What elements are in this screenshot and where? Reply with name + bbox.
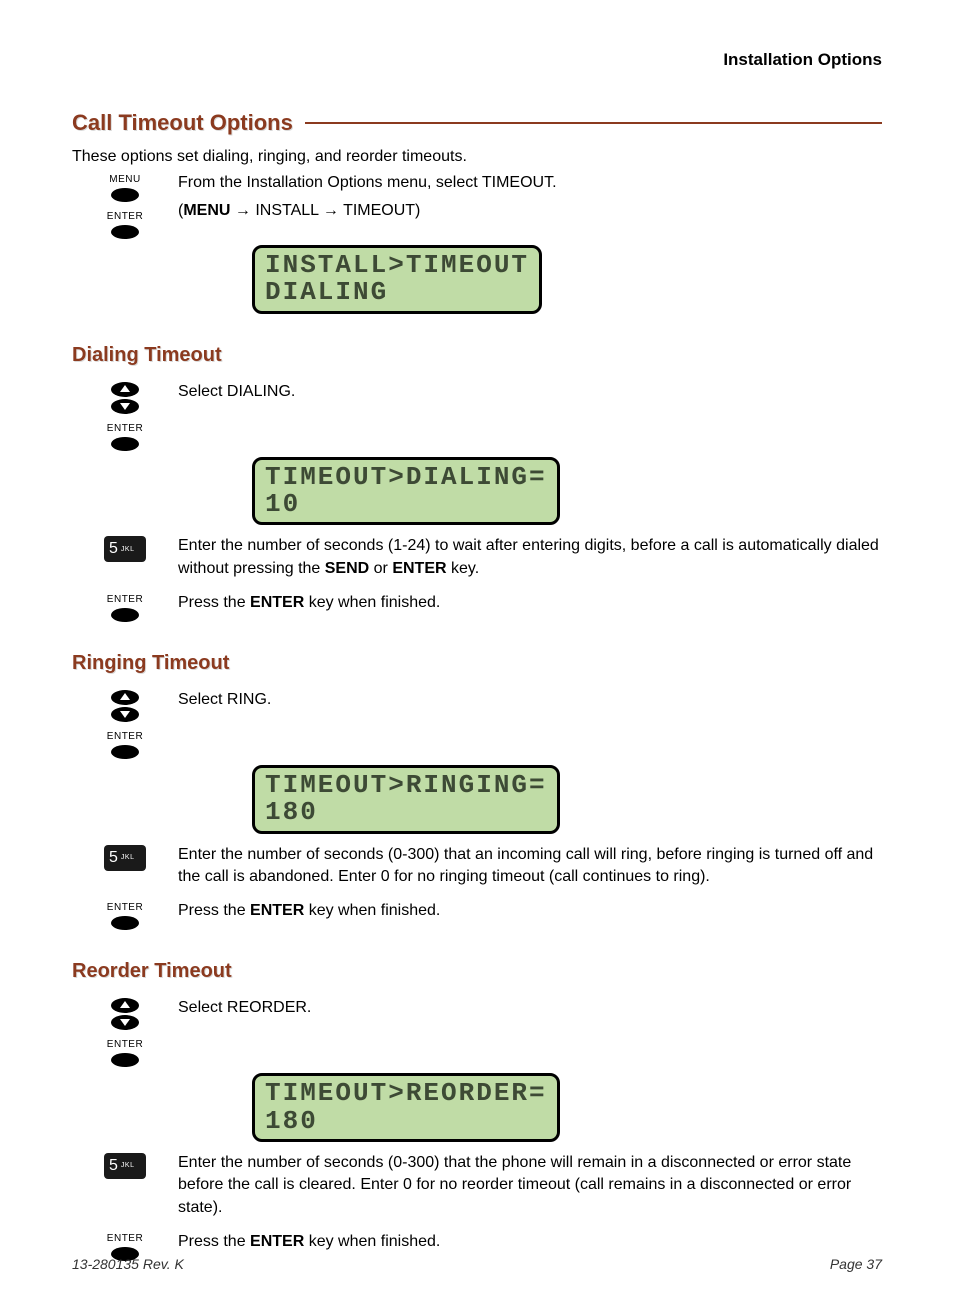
enter-button-icon	[111, 608, 139, 622]
enter-button-icon	[111, 225, 139, 239]
number-key-icon: 5JKL	[104, 845, 146, 871]
up-button-icon	[111, 690, 139, 705]
menu-button-icon	[111, 188, 139, 202]
step-text: Select RING.	[178, 689, 882, 711]
step-text: Enter the number of seconds (1-24) to wa…	[178, 535, 882, 580]
step-text: Press the ENTER key when finished.	[178, 900, 882, 922]
step-text: Select DIALING.	[178, 381, 882, 403]
section-heading-main: Call Timeout Options	[72, 110, 305, 136]
enter-button-icon	[111, 1053, 139, 1067]
footer-doc-rev: 13-280135 Rev. K	[72, 1256, 184, 1272]
lcd-display: INSTALL>TIMEOUT DIALING	[252, 245, 542, 314]
page-header: Installation Options	[72, 50, 882, 70]
enter-key-label: ENTER	[107, 1039, 143, 1050]
section-heading-ringing: Ringing Timeout	[72, 652, 882, 675]
enter-button-icon	[111, 437, 139, 451]
menu-key-label: MENU	[109, 174, 140, 185]
up-button-icon	[111, 382, 139, 397]
enter-key-label: ENTER	[107, 594, 143, 605]
number-key-icon: 5JKL	[104, 1153, 146, 1179]
lcd-display: TIMEOUT>DIALING= 10	[252, 457, 560, 526]
enter-button-icon	[111, 916, 139, 930]
section-heading-dialing: Dialing Timeout	[72, 344, 882, 367]
footer-page-number: Page 37	[830, 1256, 882, 1272]
up-button-icon	[111, 998, 139, 1013]
step-text: Enter the number of seconds (0-300) that…	[178, 1152, 882, 1219]
number-key-icon: 5JKL	[104, 536, 146, 562]
enter-key-label: ENTER	[107, 902, 143, 913]
step-text: (MENU → INSTALL → TIMEOUT)	[178, 200, 882, 222]
enter-key-label: ENTER	[107, 423, 143, 434]
lcd-display: TIMEOUT>REORDER= 180	[252, 1073, 560, 1142]
enter-button-icon	[111, 745, 139, 759]
down-button-icon	[111, 399, 139, 414]
step-text: Press the ENTER key when finished.	[178, 1231, 882, 1253]
down-button-icon	[111, 707, 139, 722]
down-button-icon	[111, 1015, 139, 1030]
heading-rule	[305, 122, 882, 124]
step-text: Press the ENTER key when finished.	[178, 592, 882, 614]
step-text: Select REORDER.	[178, 997, 882, 1019]
lcd-display: TIMEOUT>RINGING= 180	[252, 765, 560, 834]
enter-key-label: ENTER	[107, 211, 143, 222]
intro-text: These options set dialing, ringing, and …	[72, 148, 882, 166]
section-heading-reorder: Reorder Timeout	[72, 960, 882, 983]
step-text: Enter the number of seconds (0-300) that…	[178, 844, 882, 889]
step-text: From the Installation Options menu, sele…	[178, 172, 882, 194]
enter-key-label: ENTER	[107, 731, 143, 742]
